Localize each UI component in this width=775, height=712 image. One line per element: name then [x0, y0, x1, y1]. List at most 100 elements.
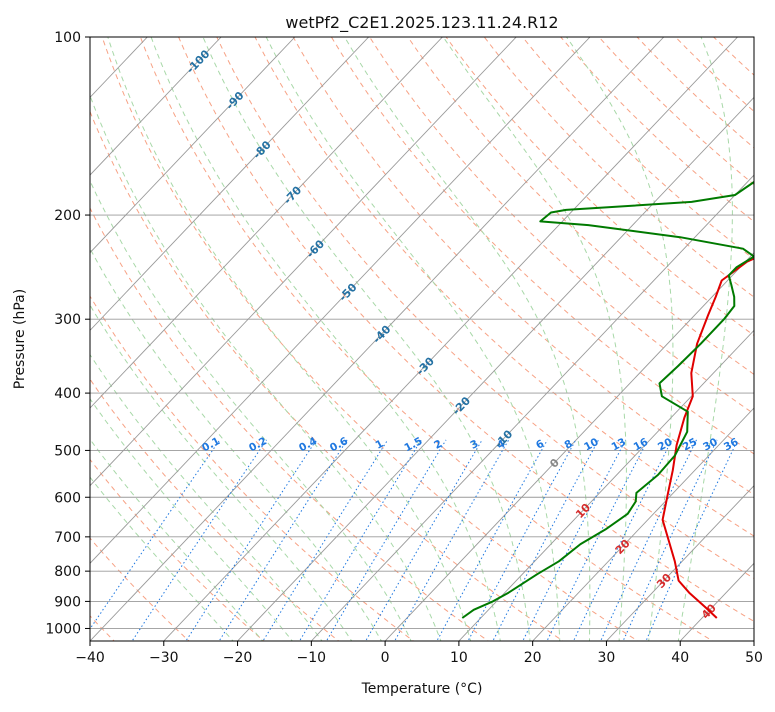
mixing-ratio-line: [218, 439, 348, 641]
dry-adiabat: [751, 37, 754, 40]
mixing-ratio-label: 0.1: [200, 435, 222, 454]
mixing-ratio-label: 20: [656, 436, 675, 453]
mixing-ratio-label: 30: [701, 436, 720, 453]
dry-adiabat: [369, 37, 754, 415]
moist-adiabat: [150, 37, 501, 641]
x-axis-label: Temperature (°C): [361, 681, 483, 697]
dry-adiabat: [292, 37, 754, 496]
isotherm: [532, 407, 754, 641]
isotherm: [311, 174, 754, 641]
isotherm: [458, 329, 754, 641]
mixing-ratio-label: 16: [632, 436, 651, 453]
axes: −40 −30 −20 −10 0 10 20 30 40 5010020030040050060…: [45, 30, 763, 666]
x-tick-label: −30: [149, 650, 179, 666]
x-tick-label: 10: [450, 650, 468, 666]
mixing-ratio-label: 0.4: [297, 435, 319, 454]
mixing-ratio-label: 10: [582, 436, 601, 453]
dry-adiabat: [90, 378, 340, 641]
y-tick-label: 100: [54, 30, 81, 46]
y-tick-label: 600: [54, 490, 81, 506]
isotherm: [753, 640, 754, 641]
isotherm: [163, 37, 738, 641]
y-tick-label: 200: [54, 208, 81, 224]
mixing-ratio-line: [90, 439, 221, 630]
mixing-ratio-line: [131, 439, 267, 641]
mixing-ratio-line: [325, 439, 447, 641]
dewpoint-profile: [461, 180, 754, 619]
dry-adiabat: [216, 37, 754, 579]
isotherm: [90, 37, 591, 564]
y-tick-label: 800: [54, 564, 81, 580]
x-tick-label: 20: [524, 650, 542, 666]
dry-adiabat: [90, 206, 490, 641]
dry-adiabat: [139, 37, 714, 641]
moist-adiabat: [90, 304, 353, 641]
mixing-ratio-label: 6: [534, 438, 546, 452]
moist-adiabat: [565, 37, 674, 641]
mixing-ratio-line: [365, 439, 483, 641]
y-tick-label: 300: [54, 312, 81, 328]
mixing-ratio-line: [185, 439, 317, 641]
dry-adiabat: [407, 37, 754, 375]
line-labels: 0.1 0.2 0.4 0.6 1 1.5 2 3 4 6 8 10 13 16 20 25 30 36-100-…: [184, 47, 741, 621]
temperature-profile: [661, 257, 754, 619]
x-tick-label: 50: [745, 650, 763, 666]
mixing-ratio-line: [467, 439, 577, 641]
moist-adiabat: [265, 37, 561, 641]
y-tick-label: 500: [54, 443, 81, 459]
mixing-ratio-label: 0.2: [247, 435, 269, 454]
mixing-ratio-line: [622, 439, 718, 641]
dry-adiabat: [674, 37, 754, 113]
dry-adiabat: [254, 37, 754, 537]
dry-adiabat: [90, 110, 564, 641]
mixing-ratio-line: [492, 439, 599, 641]
mixing-ratio-label: 1.5: [402, 435, 424, 454]
mixing-ratio-line: [299, 439, 422, 641]
moist-adiabat: [107, 37, 472, 641]
mixing-ratio-line: [645, 439, 739, 641]
isotherm: [90, 37, 370, 332]
dry-adiabat: [90, 537, 190, 641]
y-tick-label: 400: [54, 386, 81, 402]
y-tick-label: 1000: [45, 621, 81, 637]
mixing-ratio-label: 1: [374, 438, 386, 452]
background-lines: [90, 37, 754, 641]
moist-adiabat: [90, 353, 323, 641]
chart-title: wetPf2_C2E1.2025.123.11.24.R12: [285, 13, 558, 33]
y-tick-label: 700: [54, 530, 81, 546]
isotherm: [90, 37, 222, 176]
isotherm: [90, 37, 443, 409]
moist-adiabat: [442, 37, 627, 641]
mixing-ratio-line: [394, 439, 510, 641]
dry-adiabat: [101, 37, 639, 641]
plot-frame: [89, 36, 755, 642]
x-tick-label: −10: [297, 650, 327, 666]
isotherm: [90, 37, 296, 254]
dry-adiabat: [90, 295, 415, 641]
mixing-ratio-label: 2: [432, 438, 444, 452]
dry-adiabat: [178, 37, 754, 623]
x-tick-label: 40: [671, 650, 689, 666]
x-tick-label: −40: [75, 650, 105, 666]
y-tick-label: 900: [54, 594, 81, 610]
moist-adiabat: [90, 438, 264, 641]
isotherm: [606, 485, 754, 641]
mixing-ratio-label: 0.6: [328, 435, 350, 454]
mixing-ratio-line: [436, 439, 548, 641]
isotherm: [679, 562, 754, 641]
x-tick-label: 0: [381, 650, 390, 666]
mixing-ratio-line: [522, 439, 627, 641]
isotherm: [90, 37, 517, 487]
isotherm: [384, 252, 754, 641]
moist-adiabat: [344, 37, 591, 641]
isotherm-label: -100: [184, 47, 213, 76]
y-axis-label: Pressure (hPa): [12, 289, 28, 389]
x-tick-label: −20: [223, 650, 253, 666]
moist-adiabat: [90, 476, 234, 641]
mixing-ratio-line: [546, 439, 649, 641]
profile-lines: [461, 180, 754, 619]
x-tick-label: 30: [598, 650, 616, 666]
mixing-ratio-line: [600, 439, 697, 641]
